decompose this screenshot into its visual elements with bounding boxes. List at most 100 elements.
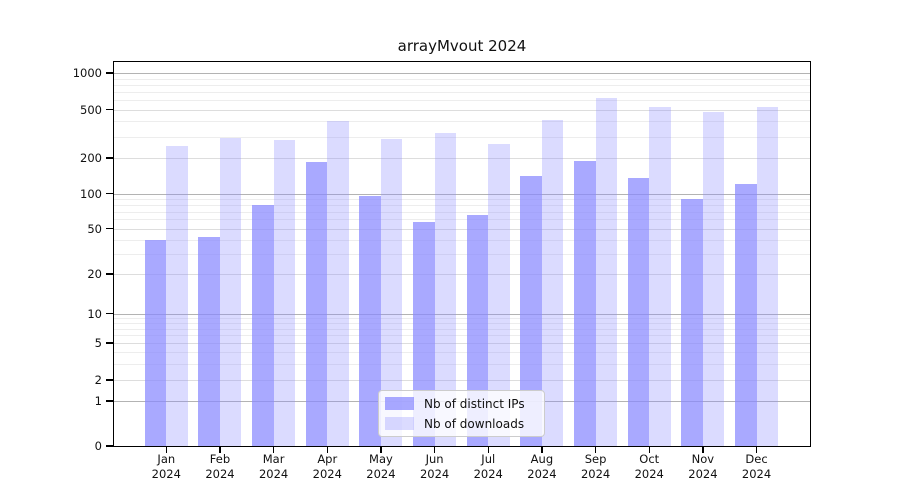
x-tick-month: Jul <box>481 452 496 466</box>
grid-line-minor <box>114 99 810 101</box>
x-tick-year: 2024 <box>366 467 396 481</box>
x-tick-mark <box>702 447 704 453</box>
grid-line-minor <box>114 335 810 337</box>
x-tick-mark <box>648 447 650 453</box>
x-tick-label-feb: Feb 2024 <box>188 452 252 482</box>
grid-line-minor <box>114 136 810 138</box>
grid-line-minor <box>114 121 810 123</box>
x-tick-label-jun: Jun 2024 <box>403 452 467 482</box>
y-tick-mark <box>106 379 113 381</box>
y-tick-mark <box>106 273 113 275</box>
bar-downloads-jun <box>434 133 457 446</box>
x-tick-month: Aug <box>530 452 554 466</box>
x-tick-label-sep: Sep 2024 <box>564 452 628 482</box>
grid-line <box>114 109 810 111</box>
grid-line-minor <box>114 78 810 80</box>
x-tick-mark <box>541 447 543 453</box>
grid-line-minor <box>114 352 810 353</box>
x-tick-label-may: May 2024 <box>349 452 413 482</box>
grid-line-minor <box>114 363 810 365</box>
x-tick-year: 2024 <box>258 467 289 481</box>
bar-distinct-ips-apr <box>305 161 328 446</box>
y-tick-label: 2 <box>94 373 102 387</box>
bar-distinct-ips-feb <box>198 237 220 446</box>
y-tick-label: 500 <box>80 102 102 117</box>
x-tick-month: Nov <box>691 452 715 466</box>
y-tick-label: 20 <box>87 267 102 281</box>
bar-distinct-ips-may <box>359 196 381 446</box>
x-tick-year: 2024 <box>473 467 503 481</box>
y-tick-mark <box>106 312 113 315</box>
bar-distinct-ips-jan <box>144 239 167 446</box>
bar-distinct-ips-mar <box>252 204 274 446</box>
x-tick-year: 2024 <box>312 467 342 481</box>
y-tick-label: 200 <box>80 151 102 165</box>
legend-item-distinct-ips: Nb of distinct IPs <box>385 394 538 413</box>
grid-line-minor <box>114 239 810 241</box>
x-tick-month: Apr <box>317 452 338 466</box>
x-tick-mark <box>326 447 328 453</box>
x-tick-label-nov: Nov 2024 <box>671 452 735 482</box>
grid-line-minor <box>114 253 810 255</box>
grid-line-minor <box>114 328 810 330</box>
x-tick-month: Feb <box>209 452 231 466</box>
x-tick-year: 2024 <box>741 467 772 481</box>
x-axis-line <box>113 446 811 447</box>
y-tick-label: 5 <box>94 336 102 350</box>
x-tick-label-jan: Jan 2024 <box>134 452 198 482</box>
grid-line <box>114 158 810 159</box>
bar-downloads-sep <box>595 98 618 446</box>
bar-downloads-nov <box>702 112 725 446</box>
grid-line-major <box>114 313 810 315</box>
x-tick-month: Oct <box>639 452 660 466</box>
bar-downloads-jan <box>166 146 188 446</box>
plot-area <box>114 61 810 446</box>
x-tick-mark <box>165 447 167 453</box>
legend-label: Nb of downloads <box>424 416 525 431</box>
bar-downloads-feb <box>219 138 242 446</box>
legend-item-downloads: Nb of downloads <box>385 414 538 433</box>
grid-line-minor <box>114 322 810 324</box>
bar-downloads-mar <box>273 140 296 446</box>
y-tick-mark <box>106 72 113 74</box>
x-tick-year: 2024 <box>151 467 181 481</box>
y-tick-label: 100 <box>80 186 102 201</box>
y-tick-mark <box>106 227 113 230</box>
grid-line-minor <box>114 84 810 86</box>
y-axis-line <box>113 61 114 447</box>
grid-line-major <box>114 193 810 195</box>
grid-line-minor <box>114 91 810 93</box>
legend-swatch-downloads <box>385 417 414 430</box>
grid-line-minor <box>114 219 810 221</box>
x-tick-mark <box>219 447 221 453</box>
bar-downloads-jul <box>488 144 510 446</box>
y-tick-mark <box>106 192 113 195</box>
bar-distinct-ips-jul <box>466 215 489 446</box>
grid-line <box>114 228 810 230</box>
y-tick-label: 0 <box>94 439 102 453</box>
y-tick-label: 1 <box>94 394 102 408</box>
y-tick-mark <box>106 108 113 111</box>
chart-title: arrayMvout 2024 <box>397 37 527 55</box>
x-tick-label-jul: Jul 2024 <box>456 452 520 482</box>
x-tick-year: 2024 <box>527 467 557 481</box>
top-spine <box>113 61 811 62</box>
grid-line-minor <box>114 204 810 206</box>
legend-swatch-distinct-ips <box>385 397 414 410</box>
x-tick-label-oct: Oct 2024 <box>617 452 681 482</box>
y-tick-mark <box>106 400 113 402</box>
x-tick-mark <box>755 447 758 453</box>
bar-distinct-ips-jun <box>413 221 435 446</box>
bar-distinct-ips-nov <box>681 198 703 446</box>
y-tick-mark <box>106 445 113 447</box>
grid-line-major <box>114 73 810 74</box>
x-tick-year: 2024 <box>419 467 450 481</box>
x-tick-label-dec: Dec 2024 <box>725 452 789 482</box>
grid-line <box>114 343 810 344</box>
x-tick-month: May <box>369 452 393 466</box>
grid-line <box>114 380 810 381</box>
y-tick-label: 10 <box>87 306 102 321</box>
legend-label: Nb of distinct IPs <box>424 396 525 411</box>
x-tick-month: Mar <box>262 452 285 466</box>
